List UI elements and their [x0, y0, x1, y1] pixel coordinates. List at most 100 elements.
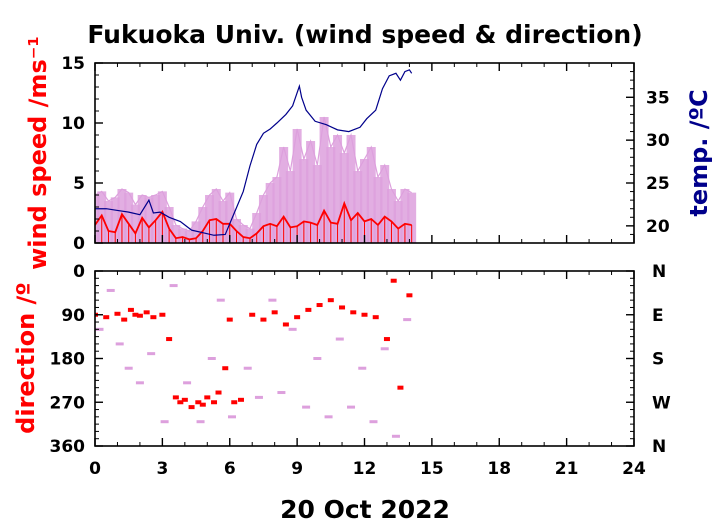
- direction-gust-point: [227, 415, 236, 419]
- direction-gust-point: [313, 357, 322, 360]
- direction-mean-point: [222, 366, 229, 371]
- direction-gust-point: [358, 366, 367, 370]
- temp-tick-label: 35: [646, 88, 670, 108]
- direction-gust-point: [135, 381, 144, 385]
- wind-gust-line: [95, 116, 412, 232]
- direction-mean-point: [372, 315, 379, 320]
- x-tick-label: 15: [420, 459, 444, 479]
- direction-mean-point: [305, 307, 312, 312]
- direction-mean-point: [132, 312, 139, 317]
- speed-tick-label: 15: [61, 54, 85, 74]
- direction-mean-point: [143, 310, 150, 315]
- direction-axis-label: direction /º: [12, 282, 40, 434]
- x-tick-label: 21: [555, 459, 579, 479]
- compass-tick-label: W: [652, 393, 671, 413]
- temperature-axis-label: temp. /ºC: [685, 89, 713, 216]
- direction-gust-point: [254, 395, 263, 399]
- direction-gust-point: [106, 288, 115, 292]
- wind-direction-panel-frame: [94, 270, 635, 447]
- direction-tick-label: 90: [61, 306, 85, 326]
- direction-gust-point: [169, 284, 178, 288]
- direction-mean-point: [103, 315, 110, 320]
- direction-mean-point: [406, 293, 413, 298]
- direction-mean-point: [150, 315, 157, 320]
- direction-tick-label: 180: [50, 350, 86, 370]
- direction-gust-point: [277, 391, 286, 395]
- direction-mean-point: [294, 315, 301, 320]
- direction-gust-point: [335, 337, 344, 341]
- direction-mean-point: [204, 395, 211, 400]
- temp-tick-label: 30: [646, 131, 670, 151]
- wind-direction-panel: 0 N 90 E 180 S 270 W 360 N direction /º: [12, 262, 671, 457]
- direction-mean-point: [397, 385, 404, 390]
- direction-gust-point: [160, 420, 169, 424]
- direction-gust-point: [95, 327, 104, 331]
- chart-title: Fukuoka Univ. (wind speed & direction): [87, 20, 642, 49]
- temperature-line: [95, 69, 413, 236]
- direction-tick-label: 0: [73, 262, 85, 282]
- direction-gust-point: [183, 381, 192, 385]
- direction-gust-point: [324, 415, 333, 419]
- direction-mean-point: [361, 312, 368, 317]
- direction-gust-point: [268, 298, 277, 302]
- x-axis-date-label: 20 Oct 2022: [280, 495, 450, 524]
- direction-mean-point: [260, 317, 267, 322]
- temp-tick-label: 20: [646, 217, 670, 237]
- direction-mean-point: [159, 312, 166, 317]
- direction-mean-point: [249, 312, 256, 317]
- x-tick-label: 18: [487, 459, 511, 479]
- direction-mean-point: [199, 402, 206, 407]
- speed-tick-label: 0: [73, 234, 85, 254]
- direction-gust-point: [147, 352, 156, 356]
- direction-gust-point: [207, 357, 216, 360]
- direction-gust-point: [124, 366, 133, 370]
- direction-mean-point: [339, 305, 346, 310]
- speed-tick-label: 5: [73, 174, 85, 194]
- wind-speed-line: [95, 200, 412, 241]
- direction-gust-point: [380, 347, 389, 351]
- compass-tick-label: N: [652, 437, 666, 457]
- direction-mean-point: [226, 317, 233, 322]
- x-tick-label: 3: [156, 459, 168, 479]
- direction-mean-point: [383, 337, 390, 342]
- speed-tick-label: 10: [61, 114, 85, 134]
- direction-mean-point: [327, 298, 334, 303]
- compass-tick-label: S: [652, 350, 664, 370]
- direction-gust-point: [347, 405, 356, 409]
- direction-mean-point: [282, 322, 289, 327]
- direction-mean-point: [195, 400, 202, 405]
- direction-mean-point: [231, 400, 238, 405]
- direction-gust-point: [403, 318, 412, 322]
- direction-gust-point: [391, 434, 400, 438]
- direction-gust-point: [216, 298, 225, 302]
- direction-mean-point: [316, 303, 323, 308]
- direction-mean-point: [166, 337, 173, 342]
- temp-tick-label: 25: [646, 174, 670, 194]
- wind-speed-axis-label: wind speed /ms⁻¹: [24, 36, 52, 270]
- x-tick-label: 12: [353, 459, 377, 479]
- x-tick-label: 0: [89, 459, 101, 479]
- direction-mean-point: [237, 397, 244, 402]
- direction-mean-point: [114, 311, 121, 316]
- direction-mean-point: [172, 395, 179, 400]
- direction-mean-point: [121, 317, 128, 322]
- direction-gust-point: [115, 342, 124, 346]
- direction-gust-point: [288, 327, 297, 331]
- compass-tick-label: N: [652, 262, 666, 282]
- direction-mean-point: [177, 400, 184, 405]
- direction-tick-label: 270: [50, 393, 86, 413]
- direction-mean-point: [136, 313, 143, 318]
- direction-mean-point: [215, 390, 222, 395]
- direction-mean-point: [271, 310, 278, 315]
- direction-mean-point: [127, 307, 134, 312]
- direction-mean-point: [390, 278, 397, 283]
- direction-mean-point: [350, 310, 357, 315]
- compass-tick-label: E: [652, 306, 664, 326]
- x-tick-label: 24: [622, 459, 646, 479]
- wind-speed-panel: 0 5 10 15 20 25 30 35 wind speed /ms⁻¹ temp. /º…: [24, 36, 713, 270]
- direction-mean-point: [211, 400, 218, 405]
- direction-gust-point: [243, 366, 252, 370]
- direction-gust-point: [302, 405, 311, 409]
- direction-mean-point: [188, 405, 195, 410]
